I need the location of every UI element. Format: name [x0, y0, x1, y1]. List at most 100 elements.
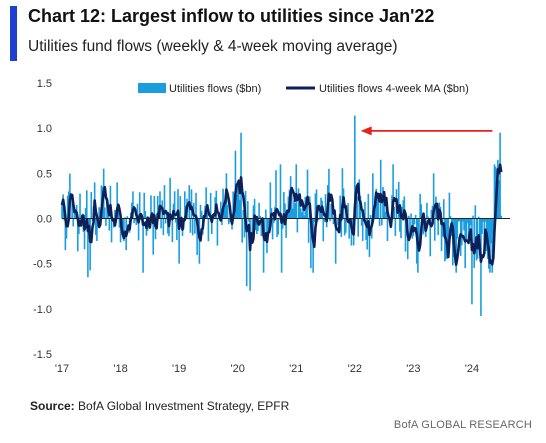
flow-bar: [114, 209, 116, 219]
flow-bar: [207, 218, 210, 242]
flow-bar: [466, 218, 469, 224]
flow-bar: [408, 215, 410, 219]
flow-bar: [319, 208, 321, 219]
flow-bar: [104, 207, 106, 219]
flow-bar: [418, 218, 420, 251]
flow-bar: [372, 173, 374, 219]
source-label: Source:: [30, 399, 75, 413]
flow-bar: [238, 191, 240, 219]
flow-bar: [325, 218, 328, 228]
flow-bar: [473, 218, 475, 268]
flow-bar: [341, 168, 344, 219]
flow-bar: [74, 212, 77, 219]
flow-bar: [70, 217, 72, 219]
flow-bar: [277, 218, 280, 235]
flow-bar: [322, 218, 325, 242]
flow-bar: [474, 205, 477, 219]
flow-bar: [143, 192, 146, 219]
flow-bar: [499, 132, 501, 219]
flow-bar: [379, 159, 382, 219]
flow-bar: [119, 218, 122, 243]
flow-bar: [176, 218, 178, 241]
flow-bar: [89, 218, 91, 271]
flow-bar: [447, 218, 450, 249]
flow-bar: [490, 218, 492, 244]
flow-bar: [210, 218, 213, 234]
flow-bar: [118, 218, 121, 228]
flow-bar: [135, 218, 138, 226]
y-tick-label: -0.5: [33, 259, 52, 271]
flow-bar: [426, 202, 428, 219]
flow-bar: [329, 218, 331, 222]
flow-bar: [448, 192, 451, 219]
flow-bar: [357, 218, 359, 237]
flow-bar: [168, 218, 170, 237]
flow-bar: [117, 209, 120, 219]
flow-bar: [420, 204, 423, 219]
flow-bar: [177, 189, 179, 219]
flow-bar: [480, 218, 482, 317]
flow-bar: [160, 218, 162, 229]
flow-bar: [347, 203, 349, 219]
flow-bar: [71, 197, 73, 219]
flow-bar: [248, 218, 250, 222]
flow-bar: [432, 173, 435, 219]
flow-bar: [404, 218, 407, 252]
flow-bar: [301, 212, 303, 219]
flow-bar: [399, 218, 401, 232]
flow-bar: [164, 218, 167, 224]
flow-bar: [232, 191, 234, 219]
flow-bar: [191, 218, 194, 236]
flow-bar: [489, 218, 491, 273]
flow-bar: [138, 192, 141, 219]
flow-bar: [303, 215, 305, 219]
flow-bar: [263, 218, 266, 232]
flow-bar: [454, 218, 456, 264]
brand-footer: BofA GLOBAL RESEARCH: [393, 419, 532, 431]
legend-label-ma: Utilities flows 4-week MA ($bn): [319, 83, 469, 95]
flow-bar: [292, 208, 294, 219]
flow-bar: [126, 216, 129, 219]
flow-bar: [315, 189, 318, 219]
flow-bar: [324, 194, 327, 219]
flow-bar: [462, 218, 464, 222]
flow-bar: [178, 218, 180, 264]
flow-bar: [364, 201, 366, 219]
x-tick-label: '17: [55, 363, 69, 375]
flow-bar: [213, 214, 215, 219]
flow-bar: [481, 218, 483, 235]
flow-bar: [265, 209, 267, 219]
flow-bar: [465, 218, 468, 242]
flow-bar: [153, 195, 156, 219]
flow-bar: [275, 170, 277, 219]
legend-label-flows: Utilities flows ($bn): [169, 83, 261, 95]
flow-bar: [493, 164, 496, 219]
flow-bar: [393, 206, 396, 219]
y-tick-label: 1.5: [37, 78, 52, 90]
flow-bar: [314, 193, 317, 219]
flow-bar: [402, 200, 405, 219]
flow-bar: [280, 218, 283, 273]
flow-bar: [392, 164, 394, 219]
flow-bar: [239, 199, 241, 219]
flow-bar: [243, 218, 246, 238]
flow-bar: [173, 191, 176, 219]
flow-bar: [472, 215, 474, 219]
flow-bar: [256, 218, 258, 235]
flow-bar: [305, 205, 308, 219]
flow-bar: [190, 189, 193, 219]
flow-bar: [199, 204, 202, 219]
flow-bar: [458, 218, 461, 222]
flow-bar: [294, 203, 296, 219]
flow-bar: [467, 218, 470, 239]
flow-bar: [410, 213, 412, 219]
flow-bar: [383, 196, 385, 219]
flow-bar: [196, 218, 198, 255]
flow-bar: [441, 218, 444, 237]
flow-bar: [87, 218, 89, 278]
title-accent-bar: [10, 6, 17, 61]
flow-bar: [109, 185, 112, 219]
flow-bar: [491, 218, 494, 273]
flow-bar: [271, 218, 274, 240]
flow-bar: [449, 216, 452, 219]
